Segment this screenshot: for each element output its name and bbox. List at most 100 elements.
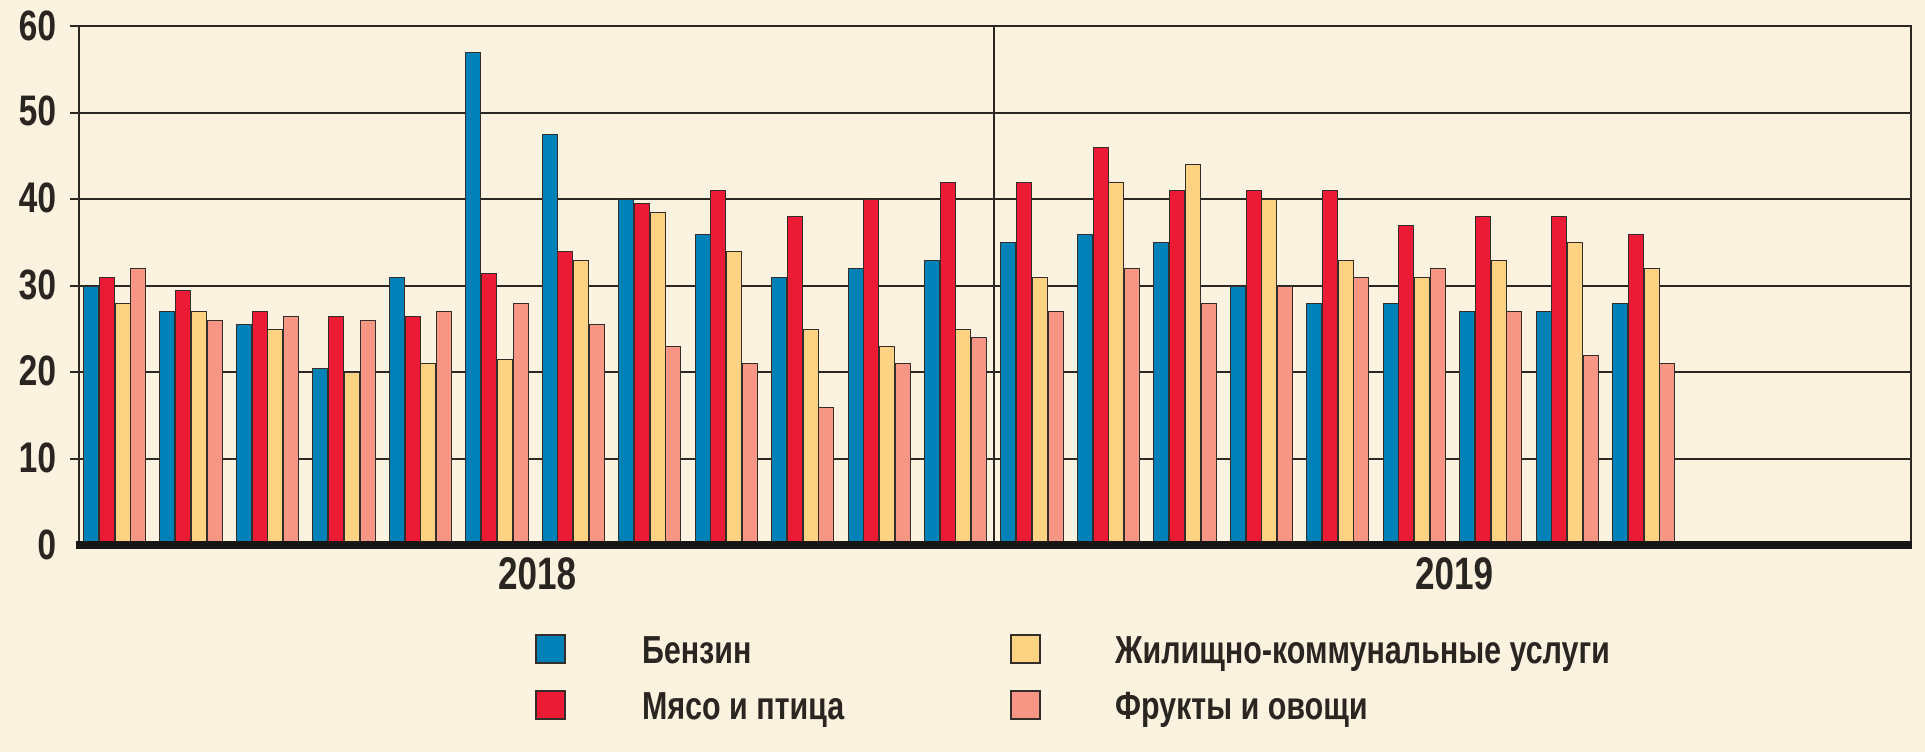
bar-series3-m18 [1429, 268, 1446, 547]
y-axis-line [78, 26, 80, 545]
bar-series2-m8 [649, 211, 666, 547]
plot-right-border [1910, 26, 1912, 545]
bar-series2-m1 [114, 302, 131, 547]
bar-series2-m9 [726, 250, 743, 547]
bar-series1-m19 [1474, 216, 1491, 547]
gridline-30 [80, 284, 1912, 287]
bar-series3-m6 [512, 302, 529, 547]
legend-swatch-fruits-vegetables [1010, 690, 1041, 720]
bar-series2-m3 [267, 328, 284, 547]
y-tick-50 [70, 111, 80, 114]
bar-series0-m5 [388, 276, 405, 547]
bar-series0-m16 [1229, 285, 1246, 547]
bar-series2-m11 [879, 346, 895, 547]
y-axis-label-60: 60 [18, 2, 56, 50]
bar-series1-m11 [863, 199, 880, 547]
bar-series0-m21 [1612, 302, 1628, 547]
y-axis-label-30: 30 [18, 261, 56, 309]
bar-series0-m15 [1153, 242, 1170, 547]
bar-series3-m10 [818, 406, 835, 547]
bar-series0-m9 [694, 233, 711, 547]
bar-series1-m12 [939, 181, 956, 547]
gridline-40 [80, 198, 1912, 200]
bar-series0-m2 [159, 311, 176, 547]
legend-label-utilities: Жилищно-коммунальные услуги [1115, 629, 1610, 672]
bar-series1-m14 [1092, 147, 1109, 547]
bar-series3-m16 [1277, 285, 1293, 547]
bar-series3-m17 [1353, 276, 1370, 547]
bar-series3-m14 [1124, 268, 1141, 547]
legend-label-gasoline: Бензин [642, 629, 752, 672]
bar-series1-m10 [786, 216, 803, 547]
bar-series1-m17 [1321, 190, 1338, 547]
bar-series1-m4 [328, 315, 345, 547]
y-axis-label-40: 40 [18, 174, 56, 222]
bar-series0-m4 [312, 367, 329, 547]
x-axis-label-2018: 2018 [497, 548, 577, 599]
y-axis-label-0: 0 [37, 521, 56, 569]
bar-series2-m21 [1643, 268, 1660, 547]
bar-series1-m13 [1016, 181, 1033, 547]
x-axis-label-2019: 2019 [1414, 548, 1494, 599]
bar-series2-m10 [802, 328, 819, 547]
bar-series3-m1 [130, 268, 147, 547]
bar-series1-m8 [633, 203, 650, 547]
bar-series1-m3 [251, 311, 268, 547]
y-axis-label-10: 10 [18, 434, 56, 482]
bar-series0-m13 [1000, 242, 1017, 547]
bar-series3-m20 [1582, 354, 1599, 547]
bar-series3-m12 [971, 337, 988, 547]
bar-series2-m17 [1337, 259, 1354, 547]
legend-swatch-meat-poultry [535, 690, 566, 720]
y-tick-60 [70, 25, 80, 27]
bar-series3-m4 [359, 320, 376, 547]
bar-series1-m1 [98, 276, 115, 547]
bar-series3-m11 [894, 363, 911, 547]
bar-series3-m9 [741, 363, 758, 547]
bar-series0-m1 [83, 285, 99, 547]
bar-series3-m8 [665, 346, 682, 547]
bar-series3-m5 [436, 311, 453, 547]
bar-series0-m10 [771, 276, 788, 547]
bar-series1-m21 [1627, 233, 1644, 547]
bar-series3-m21 [1659, 363, 1676, 547]
y-tick-30 [70, 284, 80, 287]
gridline-50 [80, 111, 1912, 114]
bar-series2-m2 [190, 311, 207, 547]
bar-series2-m15 [1184, 164, 1201, 547]
y-tick-40 [70, 198, 80, 200]
bar-series0-m12 [923, 259, 940, 547]
bar-series3-m19 [1506, 311, 1523, 547]
bar-series2-m18 [1414, 276, 1431, 547]
bar-series2-m5 [420, 363, 437, 547]
x-axis-baseline [76, 541, 1912, 549]
bar-series2-m12 [955, 328, 972, 547]
bar-series3-m3 [283, 315, 300, 547]
bar-series0-m17 [1306, 302, 1323, 547]
bar-series2-m14 [1108, 181, 1125, 547]
bar-series0-m19 [1459, 311, 1476, 547]
bar-series0-m11 [847, 268, 864, 547]
bar-series2-m16 [1261, 199, 1278, 547]
bar-series2-m13 [1031, 276, 1048, 547]
y-axis-label-50: 50 [18, 87, 56, 135]
bar-series1-m9 [710, 190, 727, 547]
bar-series0-m6 [465, 51, 482, 547]
bar-series0-m3 [235, 324, 252, 547]
bar-series0-m18 [1382, 302, 1399, 547]
bar-series1-m18 [1398, 224, 1415, 547]
bar-series1-m7 [557, 250, 574, 547]
bar-series2-m6 [496, 359, 513, 547]
bar-series0-m7 [541, 134, 558, 547]
bar-series2-m20 [1567, 242, 1584, 547]
bar-series1-m15 [1169, 190, 1186, 547]
bar-series1-m5 [404, 315, 421, 547]
bar-series2-m4 [343, 372, 360, 547]
bar-series1-m2 [175, 289, 192, 547]
bar-series2-m7 [573, 259, 590, 547]
gridline-20 [80, 371, 1912, 373]
gridline-10 [80, 457, 1912, 460]
year-divider [993, 26, 995, 545]
gridline-60 [80, 25, 1912, 27]
